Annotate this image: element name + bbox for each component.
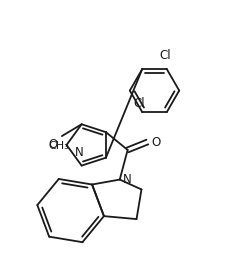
- Text: Cl: Cl: [133, 96, 145, 110]
- Text: N: N: [122, 173, 131, 186]
- Text: Cl: Cl: [158, 49, 170, 62]
- Text: N: N: [75, 146, 84, 159]
- Text: O: O: [48, 138, 57, 152]
- Text: O: O: [151, 136, 160, 148]
- Text: CH₃: CH₃: [48, 141, 69, 151]
